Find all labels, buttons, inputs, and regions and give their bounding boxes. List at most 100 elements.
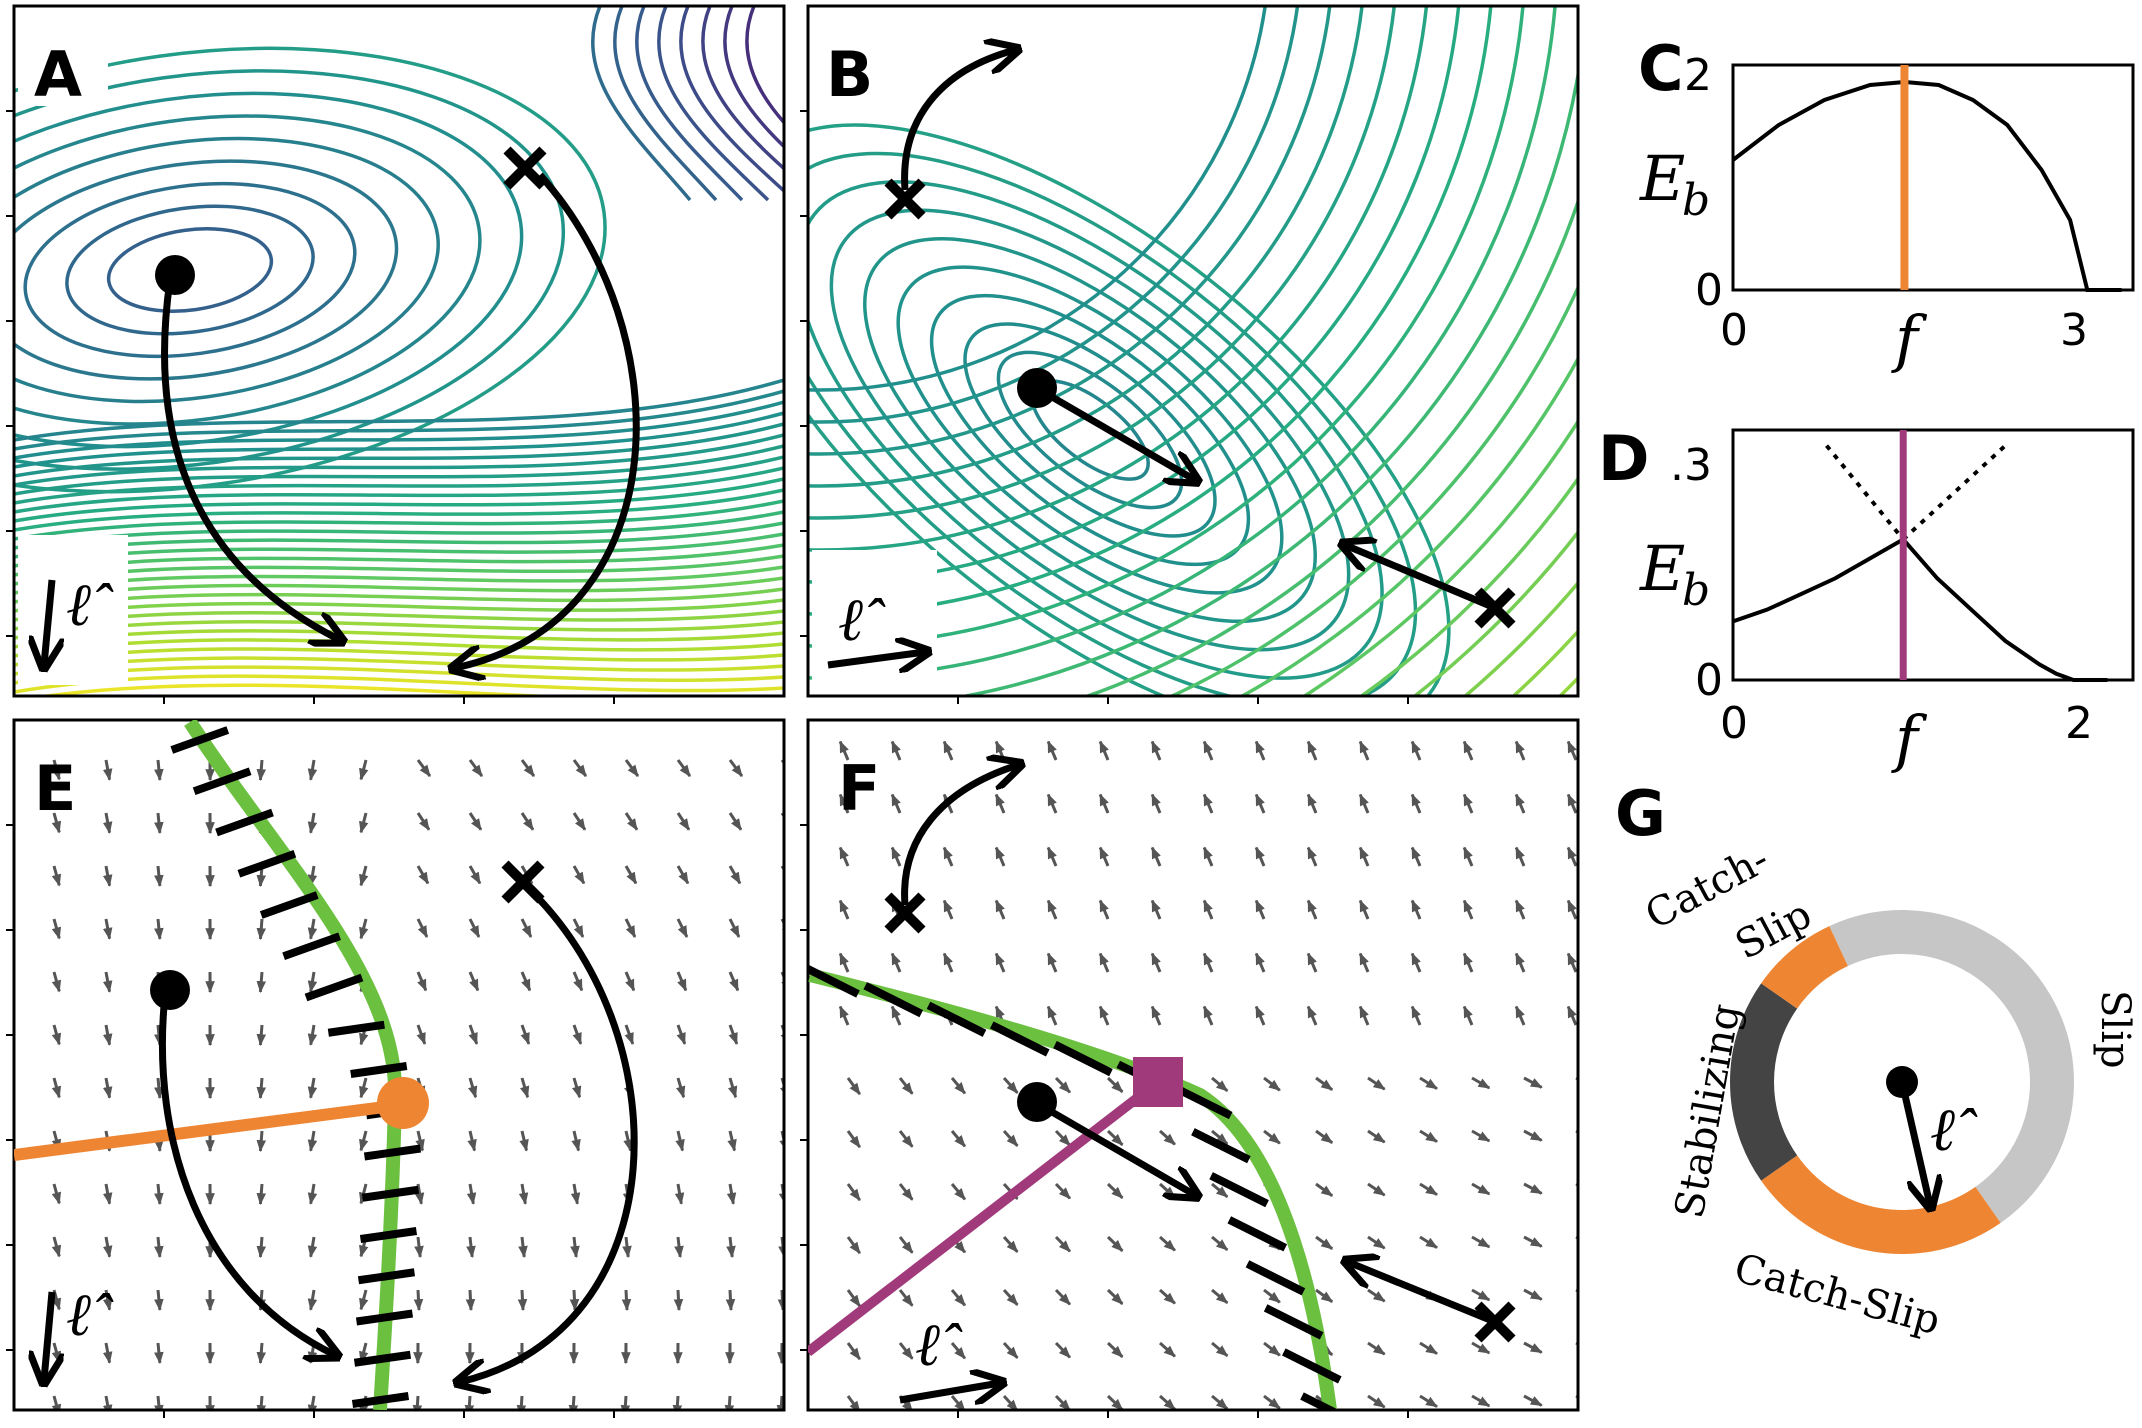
panel-e-quiver-arrow <box>256 971 267 994</box>
panel-f-quiver-arrow <box>1211 1129 1229 1145</box>
panel-f-quiver-arrow <box>1202 1005 1214 1026</box>
panel-e-quiver-arrow <box>51 865 62 887</box>
panel-f-quiver-arrow <box>1202 846 1214 867</box>
panel-b-frame <box>806 4 1580 698</box>
panel-e-quiver-arrow <box>359 1130 369 1152</box>
panel-e-quiver-arrow <box>776 1395 784 1410</box>
panel-a-contour <box>723 6 784 149</box>
panel-f-quiver-arrow <box>1254 846 1266 867</box>
panel-a: A ℓ̂ <box>12 4 786 698</box>
panel-f-quiver-arrow <box>1566 740 1578 761</box>
panel-d-curve <box>1732 536 2108 682</box>
panel-f-quiver-arrow <box>1471 1235 1491 1249</box>
panel-f-quiver-arrow <box>1054 1394 1071 1410</box>
panel-a-contour <box>14 433 784 487</box>
panel-g-stabilizing-segment <box>1730 983 1798 1181</box>
panel-e-quiver-arrow <box>359 759 369 781</box>
panel-f-quiver-arrow <box>1054 1076 1071 1094</box>
panel-g-catch-slip-top-segment <box>1761 926 1849 1010</box>
panel-f-quiver-arrow <box>1462 793 1474 814</box>
panel-e-quiver-arrow <box>674 1183 685 1205</box>
panel-f-quiver-arrow <box>1158 1288 1176 1305</box>
panel-f-quiver-arrow <box>1098 846 1110 867</box>
panel-f-quiver-arrow <box>1523 1182 1543 1195</box>
panel-f-quiver-arrow <box>838 740 850 761</box>
panel-e-quiver-arrow <box>519 1077 530 1099</box>
panel-b-letter-bg <box>812 16 902 106</box>
panel-f-quiver-arrow <box>1367 1341 1386 1356</box>
panel-f-quiver-arrow <box>950 1183 967 1201</box>
panel-e-quiver-arrow <box>256 1236 267 1259</box>
panel-e-tick <box>170 726 230 754</box>
panel-b-ell-arrow <box>827 652 925 665</box>
panel-b-arrow-1 <box>1038 386 1195 480</box>
panel-f-quiver-arrow <box>942 740 954 761</box>
panel-b-arrow-3 <box>1345 545 1497 612</box>
panel-f-quiver-arrow <box>1419 1235 1438 1249</box>
panel-b-saddle-x-1 <box>884 178 926 220</box>
panel-d-xtick-left: 0 <box>1720 698 1748 749</box>
panel-e-quiver-arrow <box>724 1395 735 1410</box>
panel-e-tick <box>351 1392 410 1408</box>
panel-e-quiver-arrow <box>154 865 164 888</box>
panel-e-quiver-arrow <box>467 1077 478 1099</box>
panel-e-quiver-arrow <box>727 1077 738 1099</box>
panel-f-quiver-arrow <box>1462 740 1474 761</box>
panel-e-quiver-arrow <box>102 971 113 993</box>
panel-e-quiver-arrow <box>674 1236 684 1259</box>
panel-g-label-catch-slip-bottom: Catch-Slip <box>1729 1245 1945 1344</box>
panel-f-tick <box>808 964 860 998</box>
panel-e-quiver-arrow <box>728 918 741 938</box>
panel-e-quiver-arrow <box>102 918 113 940</box>
panel-e-quiver-arrow <box>154 1395 164 1410</box>
panel-e-quiver-arrow <box>623 1130 633 1152</box>
panel-f-quiver-arrow <box>898 1342 914 1360</box>
panel-c-curve <box>1731 79 2122 292</box>
panel-e-quiver-arrow <box>307 971 318 993</box>
panel-e-tick <box>215 808 274 837</box>
panel-e-quiver-arrow <box>466 1183 477 1205</box>
panel-f-tick <box>1245 1260 1306 1296</box>
panel-f-quiver-arrow <box>898 1183 914 1201</box>
panel-e-tick <box>357 1268 416 1285</box>
panel-e-quiver-arrow <box>102 1024 113 1046</box>
panel-e-quiver-arrow <box>520 1024 531 1045</box>
panel-f-quiver-arrow <box>1158 1235 1176 1252</box>
panel-a-contour <box>34 683 573 696</box>
panel-e-tick <box>327 1020 385 1037</box>
panel-f-ell-arrow <box>899 1383 1000 1400</box>
panel-f-quiver-arrow <box>1410 1005 1422 1026</box>
panel-c: C .2 0 E b 0 3 f <box>1638 32 2135 375</box>
panel-b-contour <box>996 350 1184 510</box>
panel-e-minimum-dot <box>150 970 190 1010</box>
panel-e-quiver-arrow <box>675 1077 686 1099</box>
panel-e-quiver-arrow <box>154 1342 164 1365</box>
panel-e-tick <box>359 1227 418 1243</box>
panel-e-quiver-arrow <box>256 1342 267 1365</box>
panel-d-ylabel-sub: b <box>1682 565 1710 616</box>
panel-e-quiver-arrow <box>51 1342 62 1364</box>
panel-e-quiver-arrow <box>466 1236 476 1259</box>
panel-f-quiver-arrow <box>1358 740 1370 761</box>
panel-c-xlabel: f <box>1891 302 1928 375</box>
panel-f-quiver-arrow <box>1150 1005 1162 1026</box>
panel-f-quiver-arrow <box>1358 899 1370 920</box>
panel-e-quiver-arrow <box>51 918 62 940</box>
panel-a-contour <box>591 6 692 202</box>
panel-e-quiver-arrow <box>468 865 482 885</box>
panel-f-quiver-arrow <box>1410 952 1422 973</box>
panel-f-ell: ℓ̂ <box>915 1310 963 1380</box>
panel-a-contour <box>657 6 770 202</box>
panel-e-quiver-arrow <box>102 1183 113 1205</box>
panel-e-tick <box>282 932 341 961</box>
panel-f-quiver-arrow <box>1002 1288 1019 1306</box>
panel-e-quiver-arrow <box>676 971 688 992</box>
panel-e-quiver-arrow <box>102 1236 113 1258</box>
panel-f-quiver-arrow <box>1263 1288 1281 1304</box>
panel-e-quiver-arrow <box>307 1236 318 1258</box>
panel-f-quiver-arrow <box>1098 1005 1110 1026</box>
panel-b-contour <box>896 265 1284 595</box>
panel-e-quiver-arrow <box>307 1130 318 1152</box>
panel-e-quiver-arrow <box>675 1130 685 1152</box>
panel-e-quiver-arrow <box>102 1342 113 1364</box>
